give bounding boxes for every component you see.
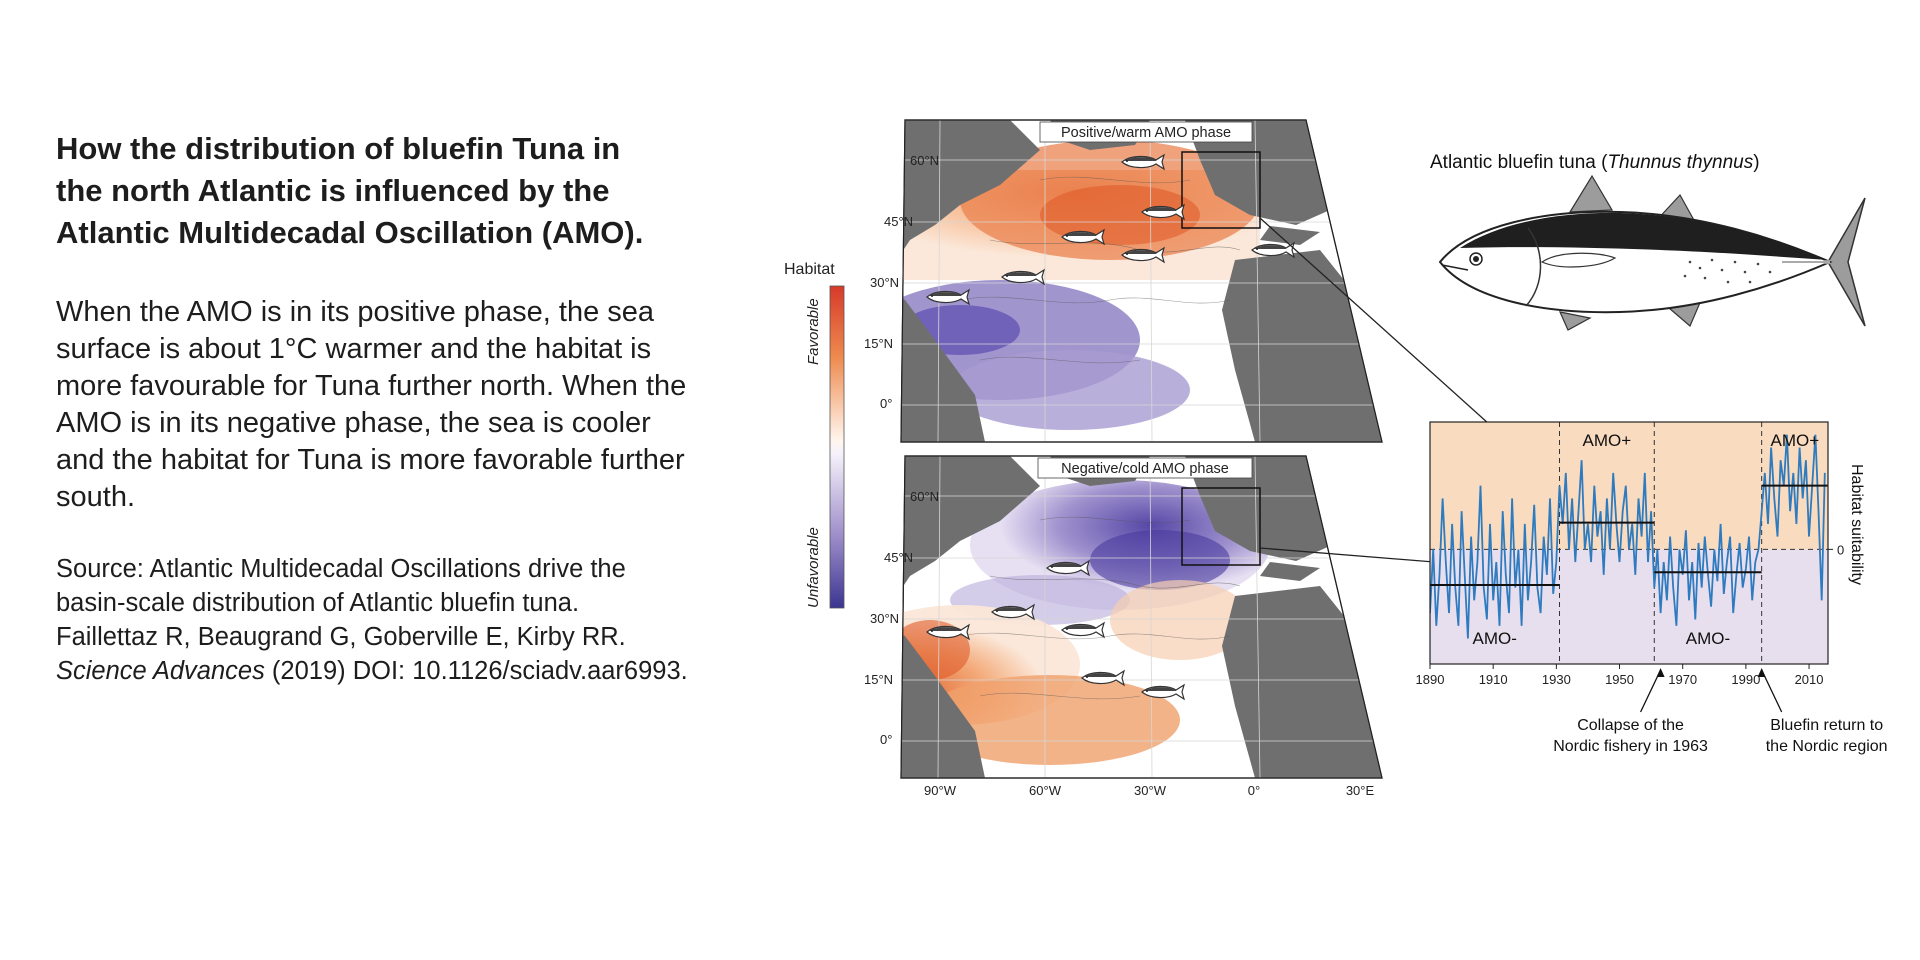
x-axis-ticks: 1890 1910 1930 1950 1970 1990 2010 <box>1416 664 1824 687</box>
top-map-tuna-icons <box>926 154 1295 305</box>
annotation-line2-1: the Nordic region <box>1766 738 1888 755</box>
habitat-legend: Habitat Favorable Unfavorable <box>784 261 845 609</box>
journal-name: Science Advances <box>56 657 265 685</box>
bottom-map-tuna-icons <box>926 560 1185 700</box>
svg-text:15°N: 15°N <box>864 336 893 351</box>
annotation-arrowhead-1 <box>1757 668 1766 677</box>
page-title: How the distribution of bluefin Tuna in … <box>56 131 644 250</box>
x-tick-label-4: 1970 <box>1668 672 1697 687</box>
x-tick-label-2: 1930 <box>1542 672 1571 687</box>
negative-band <box>1430 549 1828 664</box>
x-tick-label-1: 1910 <box>1479 672 1508 687</box>
chart-frame <box>1429 421 1829 665</box>
bottom-map-lat-labels: 60°N 45°N 30°N 15°N 0° <box>864 489 939 747</box>
x-tick-label-3: 1950 <box>1605 672 1634 687</box>
legend-title: Habitat <box>784 261 835 278</box>
connector-lines <box>1259 217 1599 573</box>
annotation-line1-0: Collapse of the <box>1577 717 1684 734</box>
annotation-line2-0: Nordic fishery in 1963 <box>1553 738 1708 755</box>
source-citation: Source: Atlantic Multidecadal Oscillatio… <box>56 555 688 685</box>
svg-text:30°N: 30°N <box>870 611 899 626</box>
fish-title: Atlantic bluefin tuna (Thunnus thynnus) <box>1430 152 1760 173</box>
top-map-lat-labels: 60°N 45°N 30°N 15°N 0° <box>864 153 939 411</box>
fish-illustration: Atlantic bluefin tuna (Thunnus thynnus) <box>1430 152 1866 331</box>
legend-colorbar <box>829 285 845 609</box>
bottom-map-nordic-box <box>1181 487 1261 566</box>
y-axis-ticks: 0 <box>1828 542 1844 557</box>
svg-text:60°N: 60°N <box>910 153 939 168</box>
svg-text:60°W: 60°W <box>1029 783 1062 798</box>
top-map-nordic-box <box>1181 151 1261 229</box>
svg-text:0°: 0° <box>880 396 892 411</box>
text-column: How the distribution of bluefin Tuna in … <box>56 128 756 688</box>
explanation-paragraph: When the AMO is in its positive phase, t… <box>56 296 687 513</box>
svg-text:90°W: 90°W <box>924 783 957 798</box>
svg-text:45°N: 45°N <box>884 214 913 229</box>
lon-labels: 90°W 60°W 30°W 0° 30°E <box>924 783 1374 798</box>
annotation-line1-1: Bluefin return to <box>1770 717 1883 734</box>
legend-unfavorable-label: Unfavorable <box>805 527 822 608</box>
chart-grid <box>1430 422 1828 664</box>
top-map-title: Positive/warm AMO phase <box>1061 125 1231 141</box>
svg-text:30°E: 30°E <box>1346 783 1375 798</box>
map-positive-phase: Positive/warm AMO phase 60°N 45°N 30°N 1… <box>864 119 1383 443</box>
annotation-arrowhead-0 <box>1656 668 1665 677</box>
phase-label-2: AMO- <box>1686 629 1730 648</box>
x-tick-label-0: 1890 <box>1416 672 1445 687</box>
y-tick-label-0: 0 <box>1837 542 1844 557</box>
habitat-suitability-chart: AMO- AMO+ AMO- AMO+ 1890 1910 1930 1950 1970 199… <box>1416 421 1888 755</box>
x-tick-label-5: 1990 <box>1731 672 1760 687</box>
phase-labels: AMO- AMO+ AMO- AMO+ <box>1473 431 1820 648</box>
top-map-title-box <box>1039 121 1253 143</box>
positive-band <box>1430 422 1828 550</box>
phase-mean-lines <box>1430 484 1828 587</box>
habitat-suitability-line <box>1430 434 1826 639</box>
phase-label-0: AMO- <box>1473 629 1517 648</box>
bottom-map-title: Negative/cold AMO phase <box>1061 461 1229 477</box>
chart-annotations: Collapse of the Nordic fishery in 1963 Blu… <box>1553 668 1888 755</box>
svg-text:0°: 0° <box>880 732 892 747</box>
phase-bands <box>1430 422 1828 664</box>
svg-text:45°N: 45°N <box>884 550 913 565</box>
svg-text:30°W: 30°W <box>1134 783 1167 798</box>
annotation-arrow-1 <box>1761 669 1783 713</box>
annotation-arrow-0 <box>1640 669 1662 713</box>
svg-text:15°N: 15°N <box>864 672 893 687</box>
x-tick-label-6: 2010 <box>1795 672 1824 687</box>
svg-text:30°N: 30°N <box>870 275 899 290</box>
legend-favorable-label: Favorable <box>805 298 822 365</box>
phase-label-3: AMO+ <box>1771 431 1820 450</box>
y-axis-label: Habitat suitability <box>1848 464 1865 585</box>
phase-label-1: AMO+ <box>1583 431 1632 450</box>
bluefin-tuna-icon <box>1438 174 1866 331</box>
svg-text:60°N: 60°N <box>910 489 939 504</box>
map-negative-phase: Negative/cold AMO phase 60°N 45°N 30°N 1… <box>864 455 1383 798</box>
bottom-map-title-box <box>1037 457 1253 479</box>
svg-text:0°: 0° <box>1248 783 1260 798</box>
